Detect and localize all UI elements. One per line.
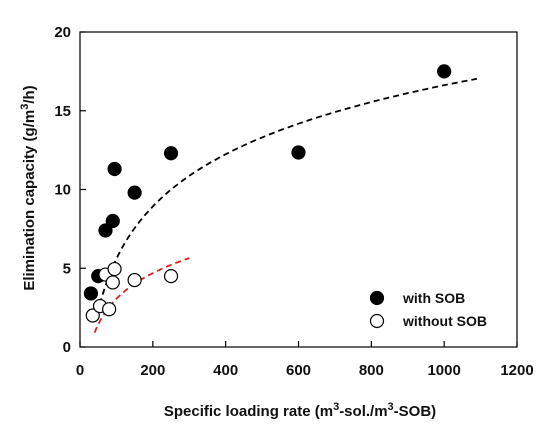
data-point-series-1 bbox=[105, 213, 120, 229]
x-axis-title-end: -SOB) bbox=[394, 403, 437, 420]
x-axis-title-main: Specific loading rate (m bbox=[164, 403, 333, 420]
y-axis-title-end: /h) bbox=[21, 85, 38, 103]
data-point-series-2 bbox=[107, 261, 122, 277]
x-tick-label: 400 bbox=[213, 362, 238, 379]
data-point-series-2 bbox=[85, 308, 100, 323]
legend-marker bbox=[369, 290, 385, 306]
x-tick-label: 1000 bbox=[427, 362, 460, 379]
x-tick-label: 1200 bbox=[500, 362, 533, 379]
data-point-series-1 bbox=[98, 223, 113, 238]
x-axis-title-mid: -sol./m bbox=[339, 403, 387, 420]
y-tick-label: 0 bbox=[63, 339, 71, 356]
data-point-series-2 bbox=[102, 302, 117, 317]
y-axis-title-sup: 3 bbox=[19, 104, 31, 110]
x-tick-label: 600 bbox=[286, 362, 311, 379]
x-axis-title-sup2: 3 bbox=[388, 401, 394, 413]
data-point-series-2 bbox=[127, 272, 142, 288]
y-tick-label: 15 bbox=[54, 103, 71, 120]
legend-label: without SOB bbox=[402, 313, 487, 329]
x-axis-title-sup1: 3 bbox=[333, 401, 339, 413]
data-point-series-1 bbox=[83, 286, 99, 301]
svg-text:Specific loading rate (m3-sol.: Specific loading rate (m3-sol./m3-SOB) bbox=[164, 401, 436, 420]
data-point-series-1 bbox=[127, 185, 142, 200]
x-tick-label: 200 bbox=[140, 362, 165, 379]
plot-area: 0 200 400 600 800 1000 1200 0 5 10 15 20 with SOB wit… bbox=[54, 24, 533, 379]
y-tick-label: 20 bbox=[54, 24, 71, 41]
y-axis-title-main: Elimination capacity (g/m bbox=[21, 110, 38, 291]
data-point-series-2 bbox=[163, 269, 179, 284]
data-point-series-1 bbox=[437, 64, 452, 79]
fit-line-series-1 bbox=[96, 77, 478, 315]
x-tick-label: 800 bbox=[359, 362, 384, 379]
y-tick-label: 5 bbox=[63, 260, 71, 277]
x-axis-title: Specific loading rate (m3-sol./m3-SOB) bbox=[164, 401, 436, 420]
data-point-series-2 bbox=[105, 275, 120, 290]
y-tick-label: 10 bbox=[54, 182, 71, 199]
data-point-series-1 bbox=[107, 161, 122, 177]
y-axis-title: Elimination capacity (g/m3/h) bbox=[19, 85, 38, 290]
legend-marker bbox=[369, 313, 385, 329]
data-point-series-1 bbox=[163, 146, 179, 161]
data-point-series-1 bbox=[291, 145, 306, 160]
legend-label: with SOB bbox=[402, 290, 465, 306]
svg-text:Elimination capacity (g/m3/h): Elimination capacity (g/m3/h) bbox=[19, 85, 38, 290]
x-tick-label: 0 bbox=[76, 362, 84, 379]
